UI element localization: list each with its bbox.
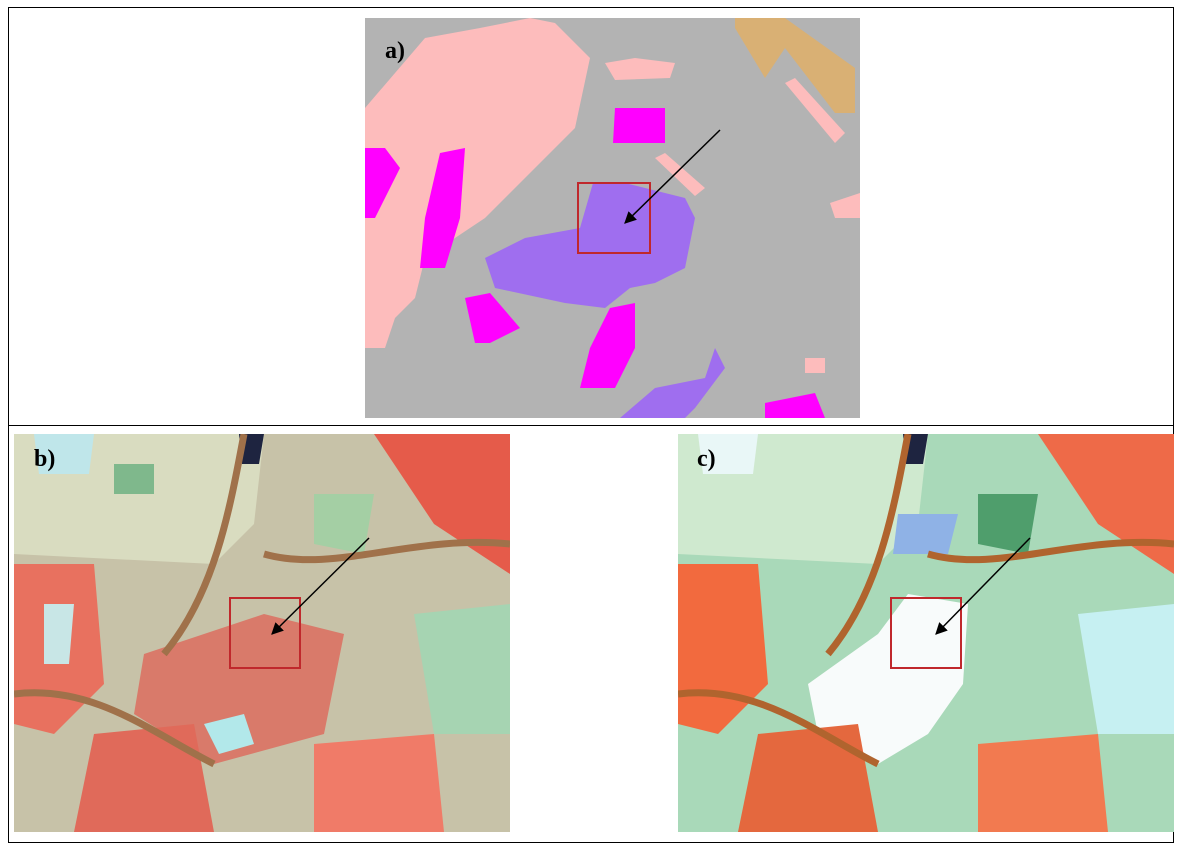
panel-a-map [365, 18, 860, 418]
panel-b-image [14, 434, 510, 832]
panel-label: b) [34, 446, 55, 472]
panel-c-image [678, 434, 1174, 832]
panel-label: c) [697, 446, 716, 472]
panel-label: a) [385, 38, 405, 64]
